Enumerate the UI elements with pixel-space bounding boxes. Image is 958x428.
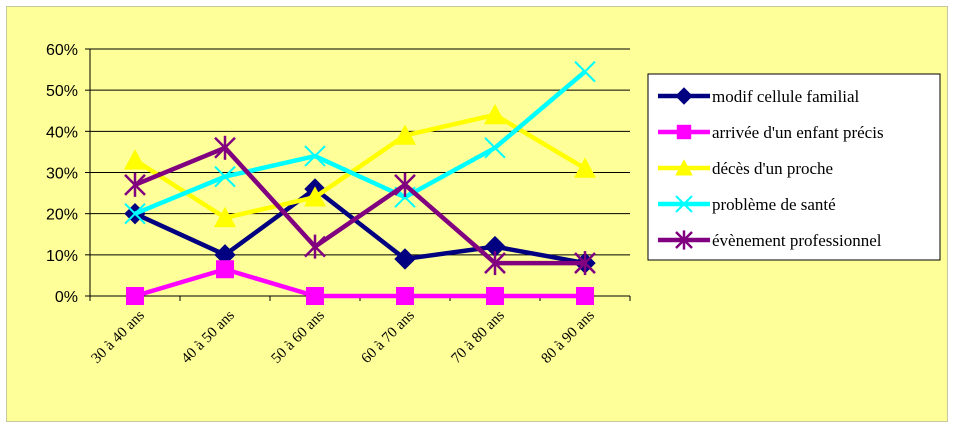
marker-stroke <box>214 165 236 188</box>
data-point <box>124 172 146 197</box>
x-tick-label: 50 à 60 ans <box>268 307 327 366</box>
data-point <box>574 251 596 276</box>
data-point <box>394 124 416 145</box>
data-point <box>486 287 504 305</box>
data-point <box>304 145 326 167</box>
data-point <box>214 206 236 228</box>
data-point <box>396 287 414 305</box>
data-point <box>675 87 693 105</box>
data-point <box>675 230 693 250</box>
data-point <box>124 149 146 170</box>
marker-stroke <box>304 145 326 167</box>
data-point <box>675 195 693 213</box>
data-point <box>216 260 234 279</box>
series-line <box>134 145 585 266</box>
series-line <box>134 69 587 216</box>
legend-label: évènement professionnel <box>712 231 882 250</box>
series-line <box>133 112 587 221</box>
data-point <box>214 165 236 188</box>
legend-label: décès d'un proche <box>712 159 833 178</box>
x-tick-label: 70 à 80 ans <box>448 307 507 366</box>
data-point <box>576 287 594 305</box>
data-point <box>214 135 236 160</box>
marker-stroke <box>675 195 693 213</box>
y-tick-label: 10% <box>46 248 78 265</box>
data-point <box>574 60 596 83</box>
y-tick-label: 50% <box>46 83 78 100</box>
y-tick-label: 0% <box>55 289 78 306</box>
data-point <box>394 248 416 270</box>
series-line <box>134 186 586 266</box>
marker-stroke <box>484 137 506 159</box>
x-tick-labels: 30 à 40 ans 40 à 50 ans 50 à 60 ans 60 à 70… <box>88 307 597 366</box>
y-tick-label: 60% <box>46 42 78 59</box>
x-tick-label: 40 à 50 ans <box>178 307 237 366</box>
data-point <box>394 172 416 197</box>
data-point <box>675 159 693 176</box>
x-tick-label: 30 à 40 ans <box>88 307 147 366</box>
legend-label: modif cellule familial <box>712 87 860 106</box>
marker-stroke <box>574 60 596 83</box>
data-point <box>484 103 506 125</box>
y-tick-label: 20% <box>46 207 78 224</box>
data-point <box>574 157 596 178</box>
y-tick-label: 30% <box>46 166 78 183</box>
y-tick-labels: 0% 10% 20% 30% 40% 50% 60% <box>46 42 78 306</box>
series-line <box>134 266 585 299</box>
data-point <box>484 251 506 276</box>
data-point <box>676 124 692 140</box>
data-point <box>124 202 146 225</box>
data-point <box>304 234 326 259</box>
data-point <box>126 287 144 305</box>
y-tick-label: 40% <box>46 124 78 141</box>
legend-label: problème de santé <box>712 195 836 214</box>
data-point <box>304 186 326 207</box>
series-lines <box>124 60 596 305</box>
data-point <box>306 287 324 305</box>
legend-label: arrivée d'un enfant précis <box>712 123 884 142</box>
legend: modif cellule familial arrivée d'un enfan… <box>647 73 941 261</box>
x-tick-label: 60 à 70 ans <box>358 307 417 366</box>
x-tick-label: 80 à 90 ans <box>538 307 597 366</box>
data-point <box>484 137 506 159</box>
marker-stroke <box>124 202 146 225</box>
